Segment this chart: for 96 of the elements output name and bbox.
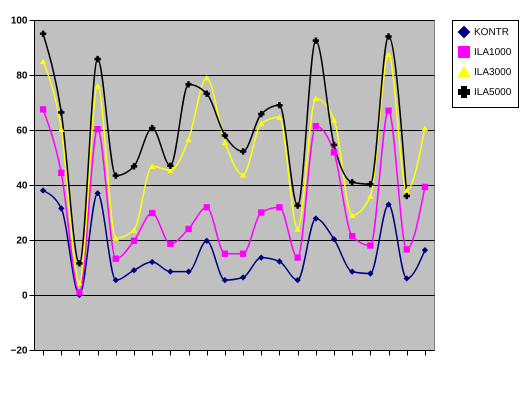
point <box>204 90 210 97</box>
y-tick-label: 0 <box>22 290 28 302</box>
point <box>167 240 174 248</box>
point <box>58 205 64 212</box>
point <box>130 227 138 233</box>
point <box>76 260 83 267</box>
point <box>167 162 174 169</box>
point <box>276 258 283 265</box>
point <box>330 236 338 242</box>
point <box>258 209 264 216</box>
point <box>258 254 264 261</box>
point <box>422 184 428 190</box>
point <box>330 117 338 123</box>
point <box>58 170 64 176</box>
point <box>240 250 246 257</box>
point <box>404 275 410 282</box>
point <box>349 212 356 218</box>
point <box>40 58 46 64</box>
point <box>276 204 283 210</box>
point <box>330 142 338 148</box>
point <box>404 246 410 253</box>
point <box>404 188 410 194</box>
y-tick-label: 40 <box>16 180 28 192</box>
point <box>240 172 246 178</box>
point <box>222 132 228 139</box>
point <box>149 124 156 132</box>
point <box>258 120 264 126</box>
point <box>130 238 138 244</box>
y-tick-label: 20 <box>16 236 28 246</box>
y-tick-label: 100 <box>10 16 28 26</box>
point <box>204 204 210 210</box>
point <box>130 267 138 274</box>
point <box>367 270 374 277</box>
point <box>130 163 138 170</box>
point <box>312 215 319 222</box>
point <box>185 226 192 232</box>
point <box>240 148 246 155</box>
legend-label: ILA5000 <box>474 87 512 98</box>
point <box>294 254 301 261</box>
point <box>112 276 119 284</box>
point <box>185 81 192 88</box>
point <box>40 106 46 113</box>
y-tick-label: 60 <box>16 126 28 136</box>
point <box>40 187 46 194</box>
point <box>422 125 428 131</box>
legend-label: ILA3000 <box>474 67 512 78</box>
point <box>349 179 356 186</box>
point <box>367 242 374 249</box>
point <box>367 181 374 188</box>
point <box>149 164 156 170</box>
y-tick-label: 80 <box>16 70 28 82</box>
point <box>385 52 392 58</box>
point <box>112 172 119 179</box>
point <box>294 226 301 232</box>
point <box>330 149 338 156</box>
point <box>58 109 64 116</box>
point <box>312 122 319 130</box>
point <box>112 235 119 241</box>
point <box>240 274 246 281</box>
point <box>185 268 192 275</box>
point <box>404 192 410 200</box>
point <box>185 136 192 142</box>
point <box>222 276 228 284</box>
point <box>222 140 228 146</box>
point <box>349 268 356 275</box>
point <box>112 256 119 262</box>
point <box>149 258 156 266</box>
point <box>367 193 374 199</box>
point <box>94 83 101 89</box>
point <box>167 268 174 275</box>
point <box>58 126 64 132</box>
point <box>76 289 83 296</box>
point <box>94 190 101 196</box>
point <box>258 110 264 118</box>
point <box>76 280 83 286</box>
point <box>94 126 101 132</box>
point <box>40 30 46 37</box>
point <box>222 250 228 257</box>
point <box>294 276 301 284</box>
point <box>312 96 319 102</box>
point <box>276 114 283 120</box>
point <box>294 202 301 209</box>
point <box>385 33 392 40</box>
point <box>94 56 101 62</box>
point <box>276 102 283 108</box>
legend-label: KONTR <box>474 27 509 38</box>
point <box>349 232 356 240</box>
legend-label: ILA1000 <box>474 47 512 58</box>
point <box>204 75 210 80</box>
point <box>204 238 210 244</box>
y-tick-label: −20 <box>10 346 28 356</box>
point <box>312 37 319 44</box>
point <box>149 210 156 216</box>
point <box>385 108 392 114</box>
point <box>422 247 428 254</box>
point <box>385 201 392 208</box>
